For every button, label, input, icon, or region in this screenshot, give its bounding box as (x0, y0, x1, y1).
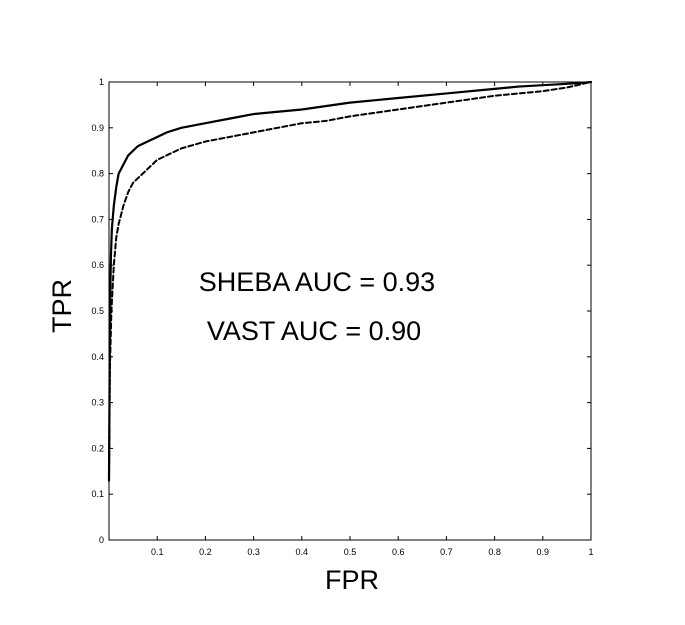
series-group (107, 80, 593, 482)
x-tick-label: 0.8 (488, 547, 501, 557)
x-tick-label: 0.9 (537, 547, 550, 557)
roc-curve-dashed (108, 81, 592, 482)
x-tick-label: 0.5 (344, 547, 357, 557)
y-tick-label: 0.4 (91, 352, 104, 362)
y-tick-label: 0.6 (91, 260, 104, 270)
x-tick-label: 0.4 (296, 547, 309, 557)
plot-area (108, 81, 592, 541)
x-tick-label: 0.3 (247, 547, 260, 557)
y-tick-label: 0.8 (91, 169, 104, 179)
y-tick-label: 0.1 (91, 489, 104, 499)
x-tick-label: 0.6 (392, 547, 405, 557)
annotation-vast-auc: VAST AUC = 0.90 (207, 316, 421, 346)
x-tick-label: 0.7 (440, 547, 453, 557)
tick-group: 0.1 0.2 0.3 0.4 0.5 0.6 0.7 0.8 0.9 1 0 0.1 0.2 0.3 0.… (91, 77, 593, 557)
x-axis-label: FPR (325, 565, 379, 595)
x-tick-label: 0.2 (199, 547, 212, 557)
y-tick-label: 0 (99, 535, 104, 545)
y-tick-label: 0.2 (91, 443, 104, 453)
y-axis-label: TPR (47, 279, 77, 333)
y-tick-label: 0.3 (91, 398, 104, 408)
y-tick-label: 1 (99, 77, 104, 87)
y-tick-label: 0.9 (91, 123, 104, 133)
y-tick-label: 0.5 (91, 306, 104, 316)
roc-curve-solid (107, 80, 593, 482)
annotation-sheba-auc: SHEBA AUC = 0.93 (199, 267, 435, 297)
y-tick-label: 0.7 (91, 214, 104, 224)
x-tick-label: 1 (588, 547, 593, 557)
x-tick-label: 0.1 (151, 547, 164, 557)
